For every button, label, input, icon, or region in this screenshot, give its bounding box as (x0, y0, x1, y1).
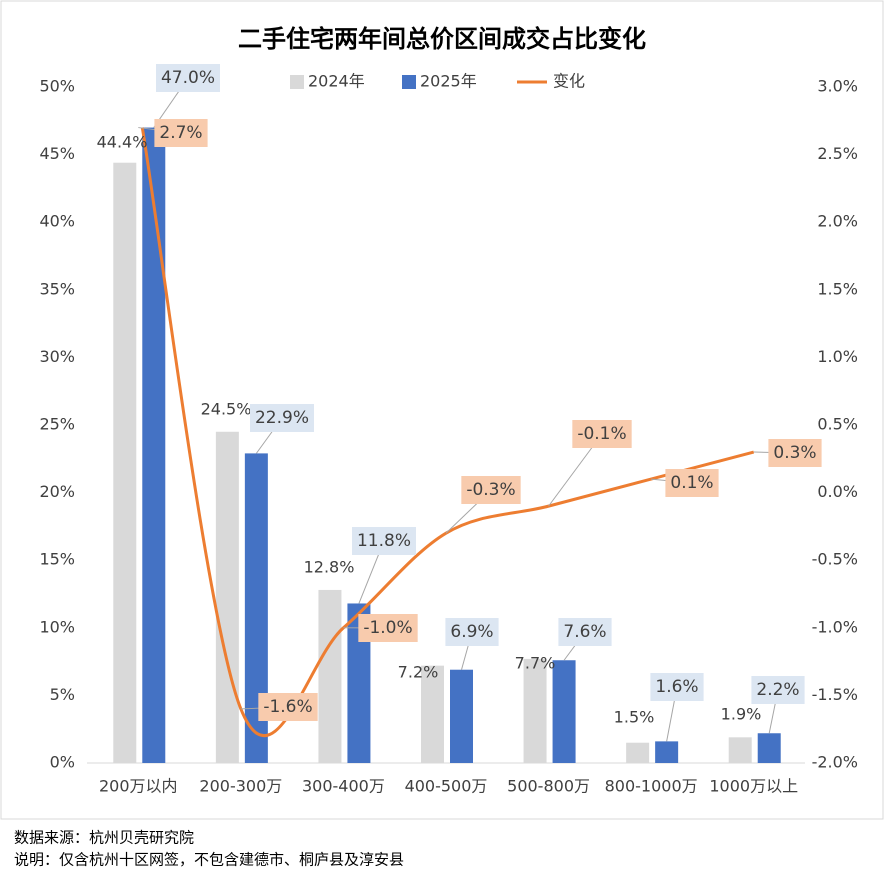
source: 数据来源：杭州贝壳研究院 (14, 829, 194, 847)
y-tick-label: 15% (39, 550, 75, 569)
y2-tick-label: -1.5% (812, 685, 858, 704)
x-tick-label: 200-300万 (199, 777, 282, 796)
data-label: -1.0% (363, 618, 412, 638)
label-box (358, 614, 418, 642)
data-label: 0.1% (670, 473, 713, 493)
label-box (665, 469, 719, 497)
data-label: -0.3% (466, 480, 515, 500)
data-label: 6.9% (450, 622, 493, 642)
data-label: 12.8% (304, 558, 355, 577)
label-box (249, 404, 315, 432)
y2-tick-label: 0.0% (817, 482, 858, 501)
data-label: 44.4% (97, 133, 148, 152)
data-label: 2.2% (756, 680, 799, 700)
bar (757, 733, 781, 763)
bar (523, 658, 547, 763)
data-label: 47.0% (161, 68, 215, 88)
legend-label: 变化 (553, 72, 585, 91)
bar (655, 741, 679, 763)
y2-tick-label: -0.5% (812, 550, 858, 569)
y2-tick-label: -1.0% (812, 617, 858, 636)
bar (450, 669, 473, 763)
x-tick-label: 1000万以上 (709, 777, 798, 796)
data-label: 2.7% (159, 123, 202, 143)
data-label: 7.6% (563, 622, 606, 642)
bar (318, 589, 342, 763)
label-box (650, 673, 704, 701)
label-box (155, 64, 221, 92)
data-label: 1.9% (721, 705, 762, 724)
y-tick-label: 30% (39, 347, 75, 366)
y2-tick-label: 0.5% (817, 415, 858, 434)
legend-label: 2024年 (308, 72, 365, 91)
bar (244, 453, 268, 763)
y-tick-label: 35% (39, 279, 75, 298)
y-tick-label: 45% (39, 144, 75, 163)
x-tick-label: 800-1000万 (605, 777, 698, 796)
label-box (258, 693, 318, 721)
data-label: 7.2% (398, 663, 439, 682)
x-tick-label: 200万以内 (99, 777, 178, 796)
data-label: 11.8% (357, 531, 411, 551)
y-tick-label: 40% (39, 212, 75, 231)
y-tick-label: 0% (50, 753, 75, 772)
label-box (461, 476, 521, 504)
data-label: 1.5% (614, 708, 655, 727)
bar (113, 162, 137, 763)
y2-tick-label: -2.0% (812, 753, 858, 772)
note: 说明：仅含杭州十区网签，不包含建德市、桐庐县及淳安县 (14, 851, 404, 869)
bar (552, 660, 576, 763)
data-label: 22.9% (255, 408, 309, 428)
x-tick-label: 400-500万 (405, 777, 488, 796)
label-box (154, 119, 208, 147)
bar (626, 742, 650, 763)
label-box (351, 527, 417, 555)
x-tick-label: 300-400万 (302, 777, 385, 796)
x-tick-label: 500-800万 (507, 777, 590, 796)
bar (142, 127, 166, 763)
y-tick-label: 10% (39, 617, 75, 636)
y2-tick-label: 2.5% (817, 144, 858, 163)
data-label: -0.1% (577, 424, 626, 444)
legend-swatch (290, 75, 304, 89)
data-label: 7.7% (515, 654, 556, 673)
y-tick-label: 25% (39, 415, 75, 434)
legend-swatch (402, 75, 416, 89)
line (140, 127, 755, 738)
legend-label: 2025年 (420, 72, 477, 91)
y2-tick-label: 1.0% (817, 347, 858, 366)
data-label: 24.5% (201, 400, 252, 419)
y-tick-label: 5% (50, 685, 75, 704)
y2-tick-label: 2.0% (817, 212, 858, 231)
data-label: -1.6% (263, 697, 312, 717)
label-box (572, 420, 632, 448)
y-tick-label: 50% (39, 77, 75, 96)
label-box (768, 439, 822, 467)
bar (215, 431, 239, 763)
chart-title: 二手住宅两年间总价区间成交占比变化 (238, 25, 646, 53)
bar (421, 665, 444, 763)
bar (347, 603, 371, 763)
label-box (445, 618, 499, 646)
bar (728, 737, 752, 763)
y2-tick-label: 1.5% (817, 279, 858, 298)
label-box (751, 676, 805, 704)
y-tick-label: 20% (39, 482, 75, 501)
label-box (558, 618, 612, 646)
y2-tick-label: 3.0% (817, 77, 858, 96)
data-label: 1.6% (655, 677, 698, 697)
data-label: 0.3% (773, 443, 816, 463)
